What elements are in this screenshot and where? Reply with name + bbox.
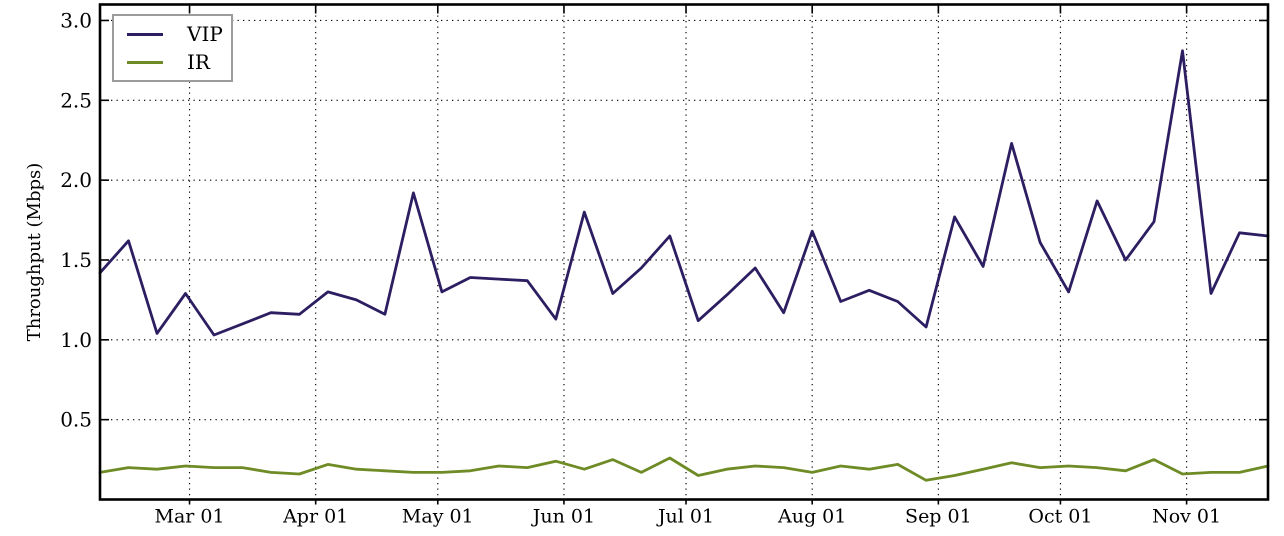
x-tick-label: Mar 01	[154, 506, 224, 528]
x-tick-label: May 01	[402, 506, 474, 528]
gridlines	[100, 4, 1268, 500]
legend-line-ir-icon	[127, 60, 163, 64]
axis-labels: 0.5 1.0 1.5 2.0 2.5 3.0 Mar 01 Apr 01 May 01 Jun …	[24, 8, 1221, 527]
legend-item-vip: VIP	[114, 20, 231, 48]
legend-item-ir: IR	[114, 48, 231, 76]
chart-legend: VIP IR	[112, 14, 233, 82]
y-tick-label: 1.0	[60, 328, 92, 352]
x-tick-label: Nov 01	[1152, 506, 1221, 528]
y-axis-title: Throughput (Mbps)	[24, 163, 45, 342]
legend-label-ir: IR	[187, 50, 210, 74]
series-line-ir	[98, 456, 1270, 482]
legend-label-vip: VIP	[187, 22, 223, 46]
x-tick-label: Jul 01	[656, 506, 714, 528]
y-tick-label: 2.5	[60, 88, 92, 112]
x-tick-label: Jun 01	[531, 506, 595, 528]
x-tick-label: Apr 01	[282, 506, 348, 528]
y-tick-label: 2.0	[60, 168, 92, 192]
x-tick-label: Aug 01	[777, 506, 846, 528]
series-lines	[98, 49, 1270, 482]
plot-frame	[98, 3, 1270, 501]
series-line-vip	[98, 49, 1270, 337]
x-tick-label: Oct 01	[1028, 506, 1092, 528]
y-tick-label: 3.0	[60, 8, 92, 32]
legend-line-vip-icon	[127, 32, 163, 36]
y-tick-label: 1.5	[60, 248, 92, 272]
axis-ticks	[100, 4, 1268, 505]
y-tick-label: 0.5	[60, 408, 92, 432]
x-tick-label: Sep 01	[905, 506, 972, 528]
